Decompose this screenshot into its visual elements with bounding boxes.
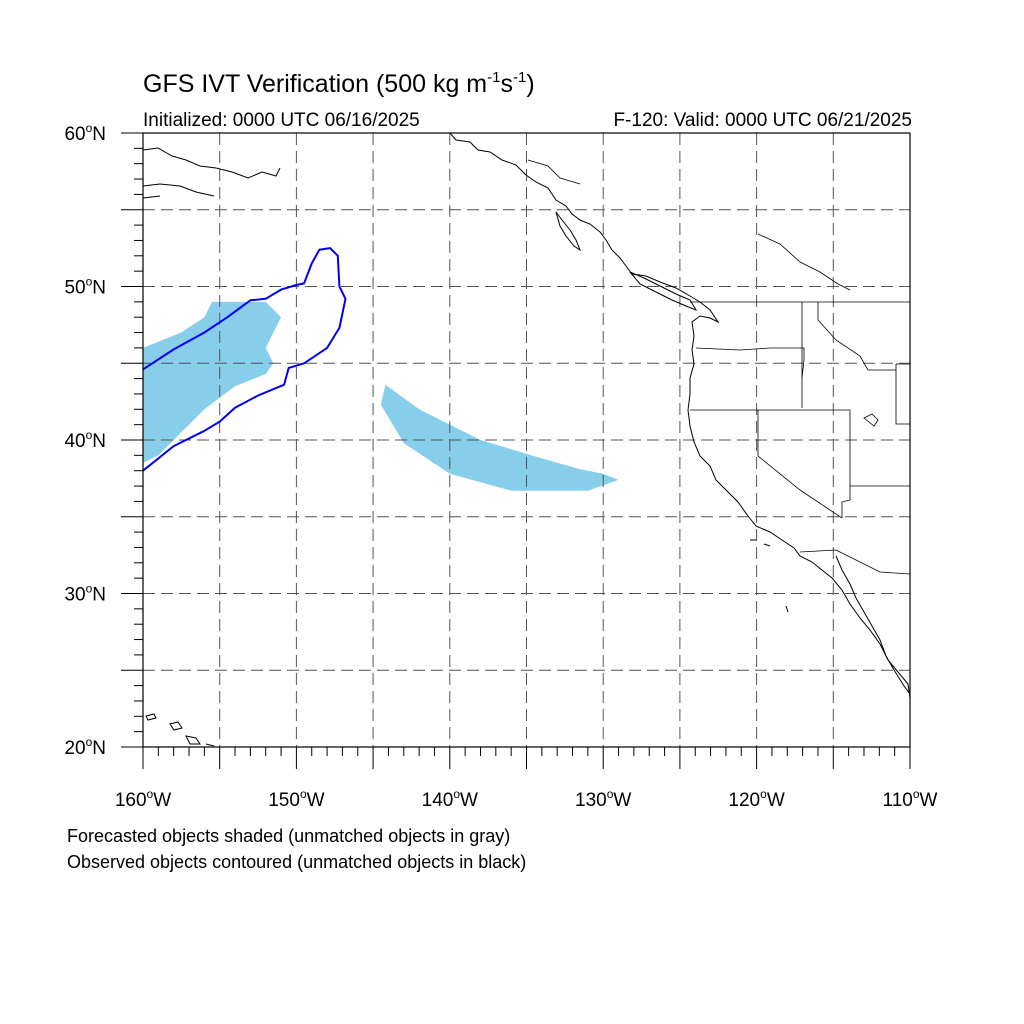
lat-label: 50oN xyxy=(64,275,106,299)
political-borders xyxy=(527,159,910,575)
lat-label: 30oN xyxy=(64,582,106,606)
wyoming-border xyxy=(895,363,910,425)
bc-coast-range xyxy=(527,159,581,185)
title-text: s xyxy=(500,70,513,98)
lon-label: 110oW xyxy=(883,787,938,811)
canada-bc-border xyxy=(757,233,851,291)
lon-label: 120oW xyxy=(728,787,784,811)
lat-label: 20oN xyxy=(64,735,106,759)
montana-border xyxy=(817,302,896,371)
california-nevada-border xyxy=(757,410,843,519)
lon-label: 160oW xyxy=(115,787,171,811)
vancouver-island xyxy=(629,271,698,312)
initialized-time: Initialized: 0000 UTC 06/16/2025 xyxy=(143,110,420,131)
lat-label: 60oN xyxy=(64,121,106,145)
lon-label: 150oW xyxy=(268,787,324,811)
latitude-labels: 60oN 50oN 40oN 30oN 20oN xyxy=(64,121,106,759)
coastlines xyxy=(143,133,910,747)
lon-label: 130oW xyxy=(575,787,631,811)
graticule xyxy=(143,133,910,747)
hawaii-islands xyxy=(145,713,215,747)
us-mexico-border xyxy=(799,549,910,575)
forecast-object xyxy=(380,384,619,491)
observed-objects xyxy=(143,247,347,472)
nevada-east-border xyxy=(841,410,851,518)
valid-time: F-120: Valid: 0000 UTC 06/21/2025 xyxy=(613,110,912,131)
haida-gwaii xyxy=(555,211,582,252)
alaska-coast xyxy=(143,147,281,199)
title-exponent: -1 xyxy=(487,69,501,86)
north-america-coast xyxy=(449,133,910,699)
axis-ticks xyxy=(121,132,911,769)
chart-title: GFS IVT Verification (500 kg m-1s-1) xyxy=(143,70,535,99)
forecast-objects xyxy=(143,301,619,491)
channel-islands xyxy=(750,539,789,613)
observed-caption: Observed objects contoured (unmatched ob… xyxy=(67,852,527,872)
lat-label: 40oN xyxy=(64,428,106,452)
great-salt-lake xyxy=(863,413,879,427)
title-text: GFS IVT Verification (500 kg m xyxy=(143,70,488,98)
forecast-object xyxy=(143,301,282,463)
lon-label: 140oW xyxy=(422,787,478,811)
forecast-caption: Forecasted objects shaded (unmatched obj… xyxy=(67,826,511,846)
observed-object-contour xyxy=(143,247,347,472)
title-text: ) xyxy=(526,70,535,98)
washington-oregon-border xyxy=(695,347,805,379)
longitude-labels: 160oW 150oW 140oW 130oW 120oW 110oW xyxy=(115,787,938,811)
baja-peninsula xyxy=(835,555,910,695)
title-exponent: -1 xyxy=(512,69,527,86)
